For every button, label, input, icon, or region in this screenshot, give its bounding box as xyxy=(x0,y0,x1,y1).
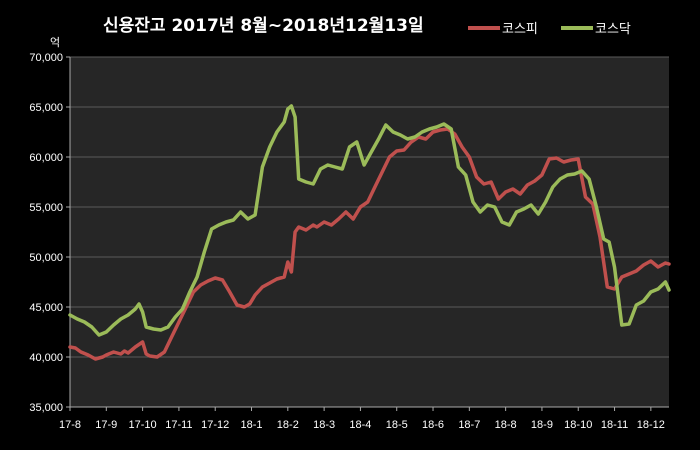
x-tick-label: 18-10 xyxy=(564,419,592,431)
x-tick-label: 18-9 xyxy=(531,419,553,431)
y-axis-unit: 억 xyxy=(50,36,60,49)
x-tick-label: 17-9 xyxy=(95,419,117,431)
x-tick-label: 18-3 xyxy=(313,419,335,431)
x-tick-label: 17-11 xyxy=(165,419,192,431)
x-tick-label: 17-8 xyxy=(59,419,81,431)
y-tick-label: 45,000 xyxy=(29,302,63,314)
y-tick-label: 60,000 xyxy=(29,152,63,164)
x-tick-label: 18-1 xyxy=(240,419,262,431)
x-tick-label: 17-10 xyxy=(129,419,157,431)
x-tick-label: 18-2 xyxy=(277,419,299,431)
x-tick-label: 18-11 xyxy=(601,419,628,431)
chart-title: 신용잔고 2017년 8월~2018년12월13일 xyxy=(103,16,424,36)
y-tick-label: 65,000 xyxy=(29,102,63,114)
x-tick-label: 18-7 xyxy=(458,419,480,431)
y-tick-label: 50,000 xyxy=(29,252,63,264)
x-tick-label: 18-12 xyxy=(637,419,665,431)
y-tick-label: 55,000 xyxy=(29,202,63,214)
x-tick-label: 18-5 xyxy=(386,419,408,431)
y-tick-label: 35,000 xyxy=(29,402,63,414)
x-tick-label: 18-8 xyxy=(495,419,517,431)
x-tick-label: 17-12 xyxy=(201,419,229,431)
x-tick-label: 18-4 xyxy=(349,419,371,431)
legend-label-kospi: 코스피 xyxy=(502,22,538,37)
x-tick-label: 18-6 xyxy=(422,419,444,431)
y-tick-label: 70,000 xyxy=(29,52,63,64)
legend-label-kosdaq: 코스닥 xyxy=(595,22,631,37)
y-tick-label: 40,000 xyxy=(29,352,63,364)
